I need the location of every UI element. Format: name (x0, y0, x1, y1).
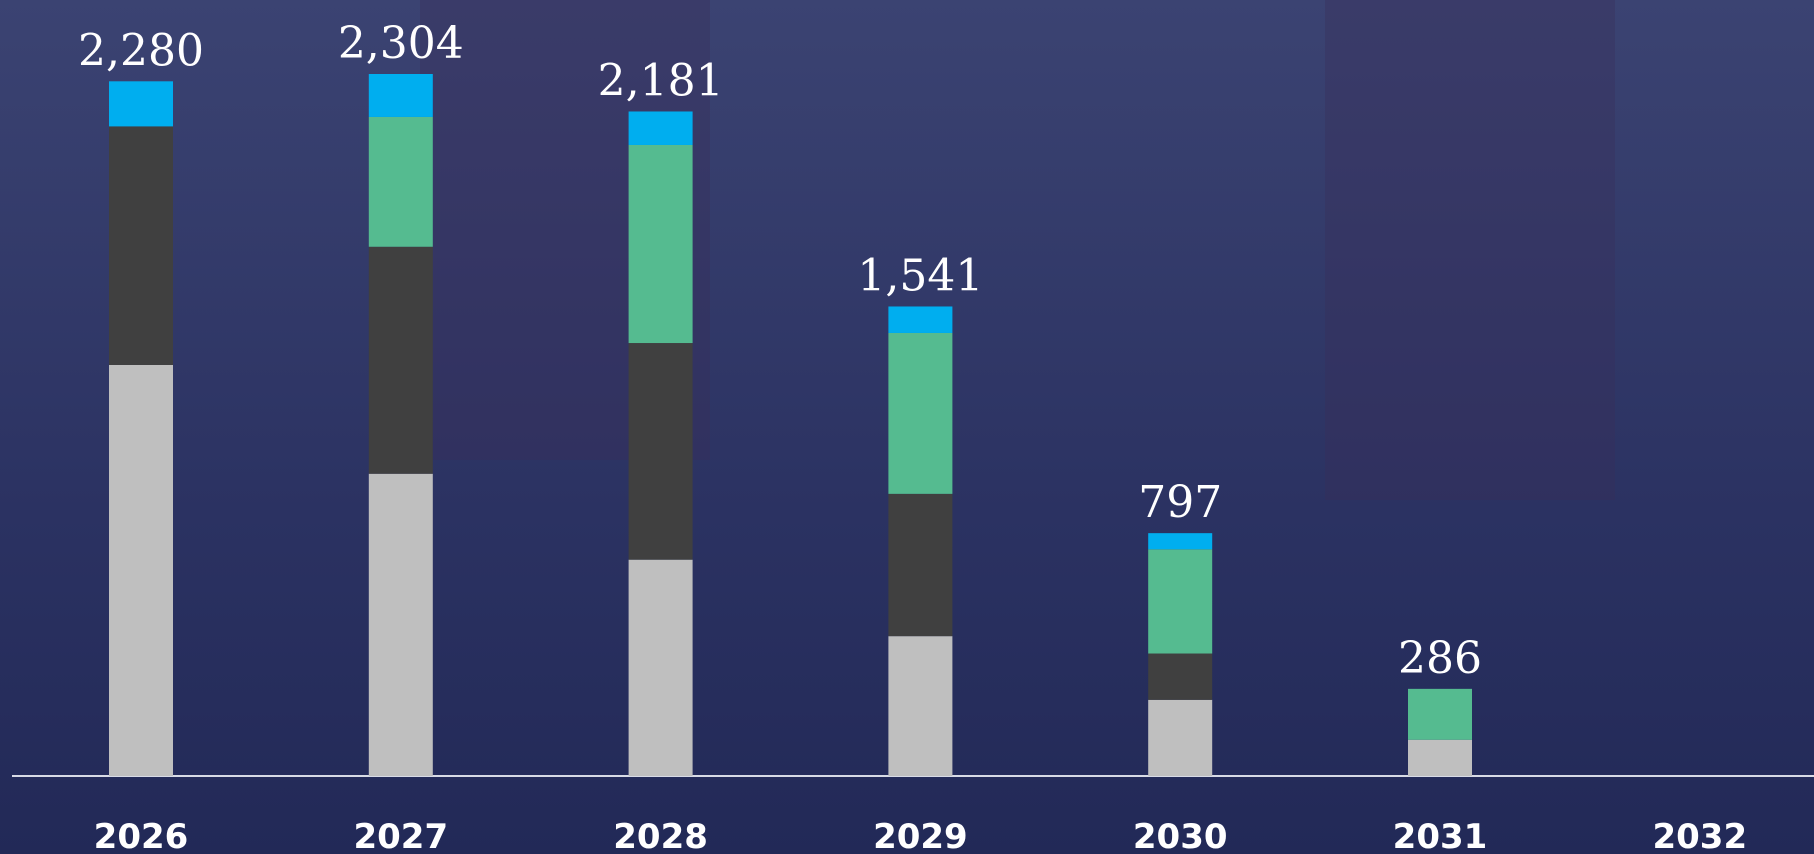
bar-segment (1148, 699, 1213, 776)
bar-segment (109, 364, 173, 776)
bar-segment (1148, 533, 1213, 550)
x-tick-label: 2030 (1133, 817, 1228, 854)
total-label: 1,541 (857, 250, 983, 301)
total-label: 2,304 (338, 18, 464, 69)
x-tick-label: 2027 (353, 817, 448, 854)
bar-segment (1408, 739, 1472, 776)
bar-segment (888, 332, 953, 494)
bar-segment (628, 343, 693, 560)
bar-segment (1408, 688, 1472, 740)
x-tick-label: 2028 (613, 817, 708, 854)
total-label: 2,280 (78, 25, 204, 76)
bar-segment (628, 111, 693, 145)
x-tick-label: 2026 (94, 817, 189, 854)
bar-segment (1148, 549, 1213, 654)
x-tick-label: 2031 (1393, 817, 1488, 854)
bar-segment (888, 306, 953, 333)
total-label: 797 (1138, 477, 1222, 528)
bar-segment (1148, 653, 1213, 700)
total-label: 2,181 (598, 55, 724, 106)
x-tick-label: 2032 (1652, 817, 1747, 854)
bar-segment (109, 126, 173, 365)
backdrop-shape (1325, 0, 1615, 500)
bar-segment (888, 636, 953, 776)
bar-segment (628, 144, 693, 344)
bar-segment (368, 116, 433, 247)
bar-segment (628, 559, 693, 776)
total-label: 286 (1398, 633, 1482, 684)
x-tick-label: 2029 (873, 817, 968, 854)
bar-segment (368, 246, 433, 474)
bar-segment (368, 473, 433, 776)
bar-segment (888, 493, 953, 637)
bar-segment (109, 81, 173, 127)
bar-segment (368, 74, 433, 117)
